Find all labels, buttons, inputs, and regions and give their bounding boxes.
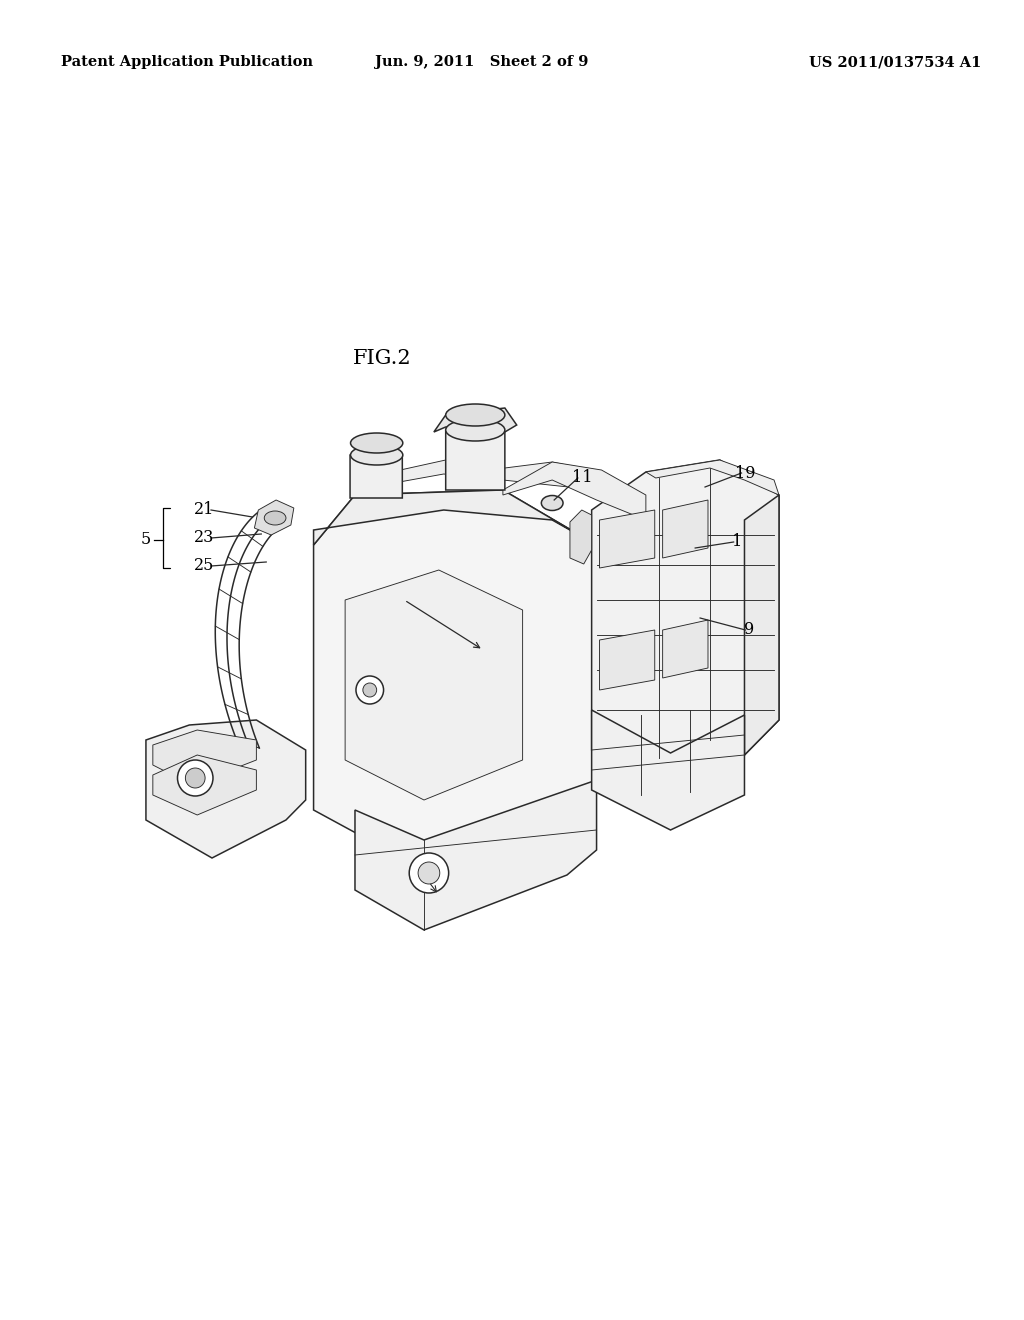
- Circle shape: [185, 768, 205, 788]
- Text: US 2011/0137534 A1: US 2011/0137534 A1: [809, 55, 981, 69]
- Circle shape: [418, 862, 439, 884]
- Polygon shape: [646, 459, 779, 495]
- Polygon shape: [153, 755, 256, 814]
- Polygon shape: [345, 570, 522, 800]
- Polygon shape: [313, 490, 597, 870]
- Polygon shape: [663, 620, 708, 678]
- Ellipse shape: [445, 404, 505, 426]
- Polygon shape: [592, 459, 779, 789]
- Text: 1: 1: [732, 533, 742, 550]
- Polygon shape: [350, 444, 402, 498]
- Polygon shape: [434, 408, 517, 432]
- Ellipse shape: [445, 418, 505, 441]
- Circle shape: [356, 676, 384, 704]
- Polygon shape: [445, 414, 505, 490]
- Text: FIG.2: FIG.2: [353, 348, 412, 367]
- Polygon shape: [254, 500, 294, 535]
- Ellipse shape: [350, 433, 402, 453]
- Circle shape: [177, 760, 213, 796]
- Text: Jun. 9, 2011   Sheet 2 of 9: Jun. 9, 2011 Sheet 2 of 9: [375, 55, 588, 69]
- Text: 9: 9: [744, 622, 755, 639]
- Text: 11: 11: [571, 470, 592, 487]
- Text: Patent Application Publication: Patent Application Publication: [61, 55, 313, 69]
- Polygon shape: [599, 510, 654, 568]
- Text: 23: 23: [194, 529, 214, 546]
- Polygon shape: [355, 780, 597, 931]
- Polygon shape: [153, 730, 256, 785]
- Polygon shape: [592, 710, 744, 830]
- Polygon shape: [355, 459, 599, 490]
- Text: 21: 21: [194, 502, 214, 519]
- Polygon shape: [570, 510, 592, 564]
- Text: 19: 19: [735, 465, 756, 482]
- Polygon shape: [313, 490, 597, 545]
- Ellipse shape: [264, 511, 286, 525]
- Ellipse shape: [542, 495, 563, 511]
- Polygon shape: [146, 719, 306, 858]
- Polygon shape: [503, 462, 646, 520]
- Circle shape: [362, 682, 377, 697]
- Text: 25: 25: [194, 557, 214, 574]
- Polygon shape: [663, 500, 708, 558]
- Ellipse shape: [350, 445, 402, 465]
- Polygon shape: [744, 495, 779, 755]
- Circle shape: [410, 853, 449, 894]
- Polygon shape: [599, 630, 654, 690]
- Text: 5: 5: [141, 532, 152, 549]
- Polygon shape: [597, 520, 646, 780]
